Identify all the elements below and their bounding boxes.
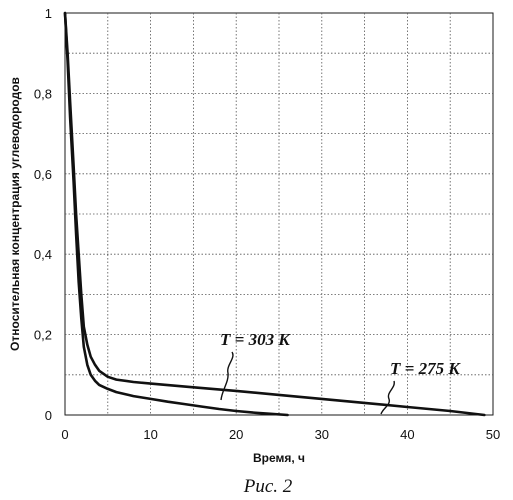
y-tick-label: 0,4: [34, 247, 52, 262]
x-tick-label: 40: [400, 427, 414, 442]
x-tick-label: 10: [143, 427, 157, 442]
annotation-t303: T = 303 K: [220, 330, 291, 349]
series-lines: [65, 13, 484, 415]
x-tick-label: 50: [486, 427, 500, 442]
y-tick-label: 0,6: [34, 167, 52, 182]
figure-caption: Рис. 2: [243, 476, 293, 497]
x-axis-label: Время, ч: [253, 451, 305, 465]
y-axis-label: Относительная концентрация углеводородов: [8, 77, 22, 351]
x-tick-label: 20: [229, 427, 243, 442]
y-tick-label: 0: [45, 408, 52, 423]
annotation-t275: T = 275 K: [390, 359, 461, 378]
annotation-leader-303: [221, 352, 233, 400]
grid: [65, 13, 493, 415]
y-tick-label: 1: [45, 6, 52, 21]
x-tick-label: 30: [315, 427, 329, 442]
y-tick-label: 0,2: [34, 328, 52, 343]
x-tick-label: 0: [61, 427, 68, 442]
annotation-leader-275: [381, 381, 394, 414]
series-line-t275: [65, 13, 484, 415]
y-tick-label: 0,8: [34, 86, 52, 101]
